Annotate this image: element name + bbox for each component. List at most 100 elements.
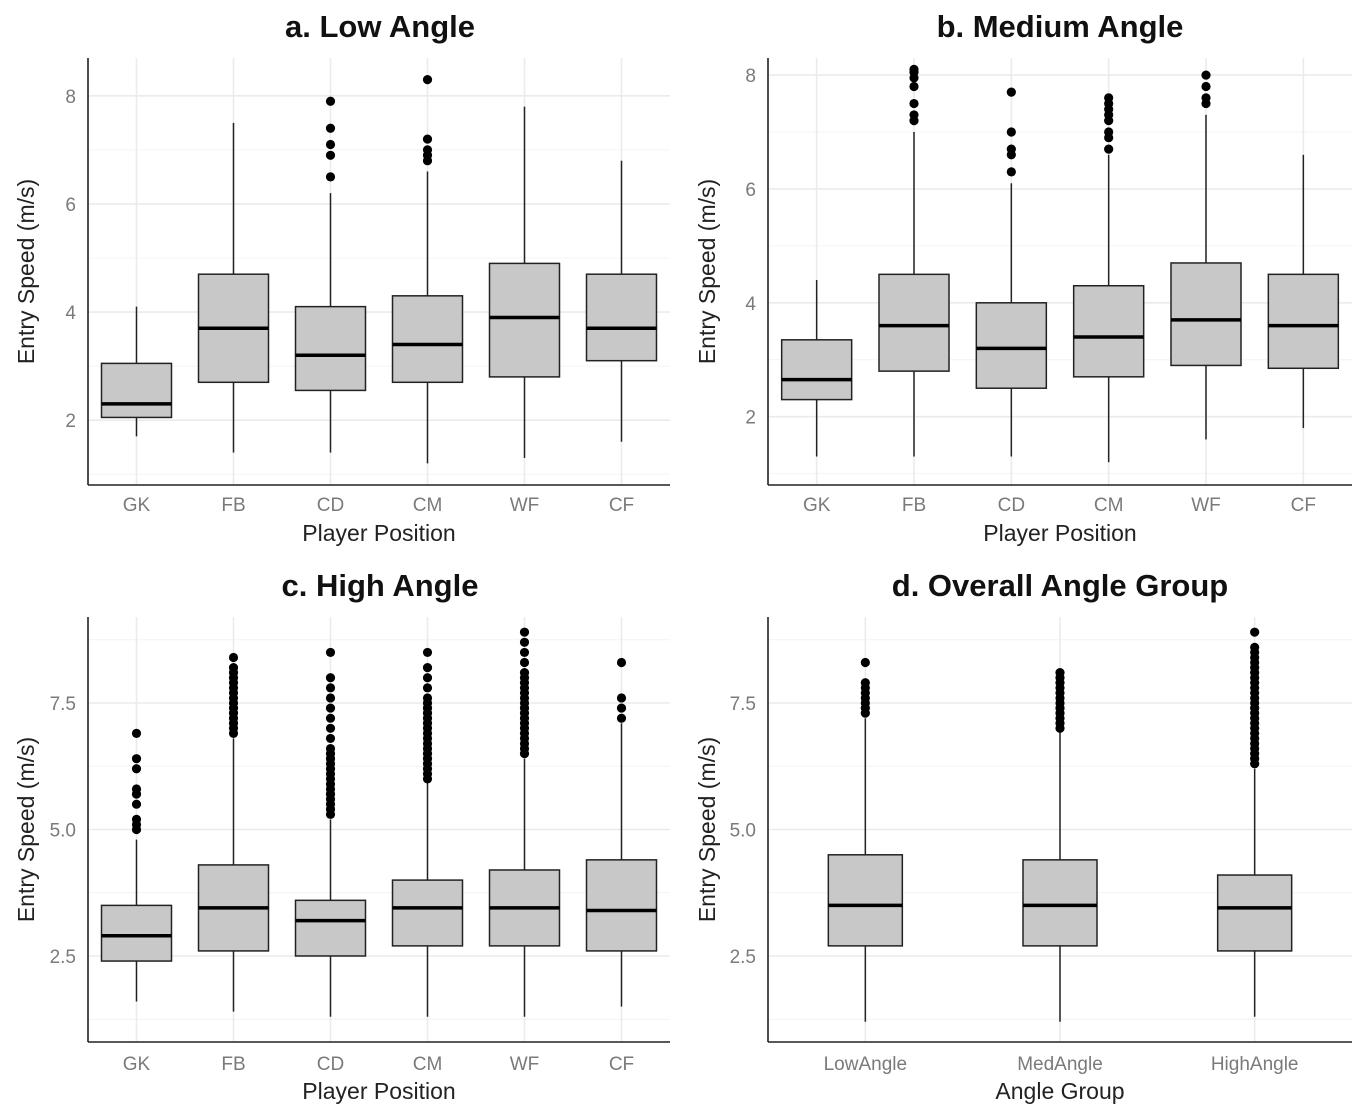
- iqr-box: [100, 362, 173, 419]
- x-axis-label: Player Position: [983, 520, 1136, 546]
- x-tick-label: CM: [413, 495, 443, 516]
- outlier-point: [325, 743, 336, 754]
- x-tick-label: HighAngle: [1211, 1054, 1299, 1075]
- y-tick-label: 5.0: [730, 821, 756, 842]
- outlier-point: [1055, 668, 1065, 678]
- y-tick-label: 7.5: [50, 694, 76, 715]
- iqr-box: [1216, 874, 1293, 952]
- box-medangle: [1022, 668, 1098, 1022]
- outlier-point: [909, 110, 919, 120]
- iqr-box: [780, 339, 853, 401]
- outlier-point: [422, 75, 433, 85]
- chart-panel-1: 2 4 6 8 GK FB CD CM WF CF a. Low Angle Player Posit…: [13, 9, 670, 546]
- chart-title: a. Low Angle: [285, 9, 475, 44]
- box-cd: [294, 647, 367, 1017]
- outlier-point: [131, 728, 142, 738]
- x-tick-label: CD: [998, 495, 1025, 516]
- box-highangle: [1216, 627, 1293, 1017]
- iqr-box: [294, 305, 367, 392]
- x-tick-label: FB: [221, 495, 245, 516]
- outlier-point: [616, 703, 627, 713]
- box-wf: [488, 106, 561, 458]
- x-tick-label: WF: [1191, 495, 1221, 516]
- x-axis-label: Player Position: [302, 1078, 455, 1104]
- box-cf: [585, 657, 658, 1007]
- x-tick-label: WF: [510, 495, 540, 516]
- outlier-point: [909, 98, 919, 109]
- x-tick-label: CF: [609, 1054, 634, 1075]
- box-cf: [585, 160, 658, 442]
- outlier-point: [1006, 127, 1016, 137]
- outlier-point: [1250, 642, 1260, 652]
- y-axis-label: Entry Speed (m/s): [694, 179, 720, 364]
- y-tick-label: 2: [745, 408, 756, 429]
- outlier-point: [519, 627, 530, 637]
- outlier-point: [228, 652, 239, 663]
- outlier-point: [325, 123, 336, 133]
- iqr-box: [975, 302, 1048, 389]
- x-tick-label: CM: [1094, 495, 1124, 516]
- outlier-point: [422, 693, 433, 703]
- outlier-point: [909, 64, 919, 74]
- outlier-point: [519, 637, 530, 647]
- iqr-box: [878, 273, 950, 372]
- box-cf: [1267, 154, 1340, 429]
- outlier-point: [616, 693, 627, 703]
- outlier-point: [325, 703, 336, 713]
- outlier-point: [616, 713, 627, 723]
- box-lowangle: [827, 657, 904, 1022]
- outlier-point: [325, 693, 336, 703]
- outlier-point: [1104, 93, 1114, 103]
- outlier-point: [131, 814, 142, 824]
- iqr-box: [294, 899, 367, 957]
- iqr-box: [585, 859, 658, 952]
- box-gk: [100, 306, 173, 437]
- outlier-point: [325, 96, 336, 106]
- x-tick-label: GK: [123, 1054, 151, 1075]
- outlier-point: [325, 172, 336, 182]
- x-axis-label: Angle Group: [995, 1078, 1124, 1104]
- outlier-point: [325, 139, 336, 150]
- y-tick-label: 7.5: [730, 694, 756, 715]
- outlier-point: [422, 673, 433, 683]
- outlier-point: [860, 657, 870, 668]
- box-cm: [391, 647, 464, 1017]
- chart-title: b. Medium Angle: [937, 9, 1184, 44]
- iqr-box: [1022, 859, 1098, 947]
- outlier-point: [422, 662, 433, 673]
- outlier-point: [519, 647, 530, 658]
- y-tick-label: 4: [65, 303, 76, 324]
- outlier-point: [325, 150, 336, 160]
- box-wf: [1170, 70, 1242, 440]
- outlier-point: [1201, 81, 1211, 92]
- outlier-point: [1201, 93, 1211, 103]
- box-cd: [975, 87, 1048, 457]
- chart-title: d. Overall Angle Group: [892, 568, 1228, 603]
- chart-title: c. High Angle: [282, 568, 479, 603]
- outlier-point: [325, 647, 336, 658]
- chart-panel-4: 2.5 5.0 7.5 LowAngle MedAngle HighAngle d. Ove…: [694, 568, 1352, 1104]
- box-fb: [197, 652, 270, 1012]
- x-tick-label: CM: [413, 1054, 443, 1075]
- y-tick-label: 4: [745, 294, 756, 315]
- outlier-point: [131, 799, 142, 809]
- x-tick-label: WF: [510, 1054, 540, 1075]
- box-cm: [1072, 93, 1145, 463]
- outlier-point: [325, 683, 336, 693]
- outlier-point: [616, 657, 627, 668]
- outlier-point: [1006, 87, 1016, 97]
- outlier-point: [1006, 167, 1016, 177]
- iqr-box: [488, 262, 561, 378]
- outlier-point: [422, 134, 433, 144]
- chart-panel-3: 2.5 5.0 7.5 GK FB CD CM WF CF c. High Angle Player…: [13, 568, 670, 1104]
- x-tick-label: CD: [317, 1054, 344, 1075]
- chart-panel-2: 2 4 6 8 GK FB CD CM WF CF b. Medium Angle Player Po…: [694, 9, 1352, 546]
- y-axis-label: Entry Speed (m/s): [13, 179, 39, 364]
- y-tick-label: 2.5: [730, 947, 756, 968]
- outlier-point: [325, 723, 336, 733]
- x-tick-label: CD: [317, 495, 344, 516]
- box-cm: [391, 75, 464, 464]
- outlier-point: [131, 754, 142, 764]
- outlier-point: [1250, 627, 1260, 637]
